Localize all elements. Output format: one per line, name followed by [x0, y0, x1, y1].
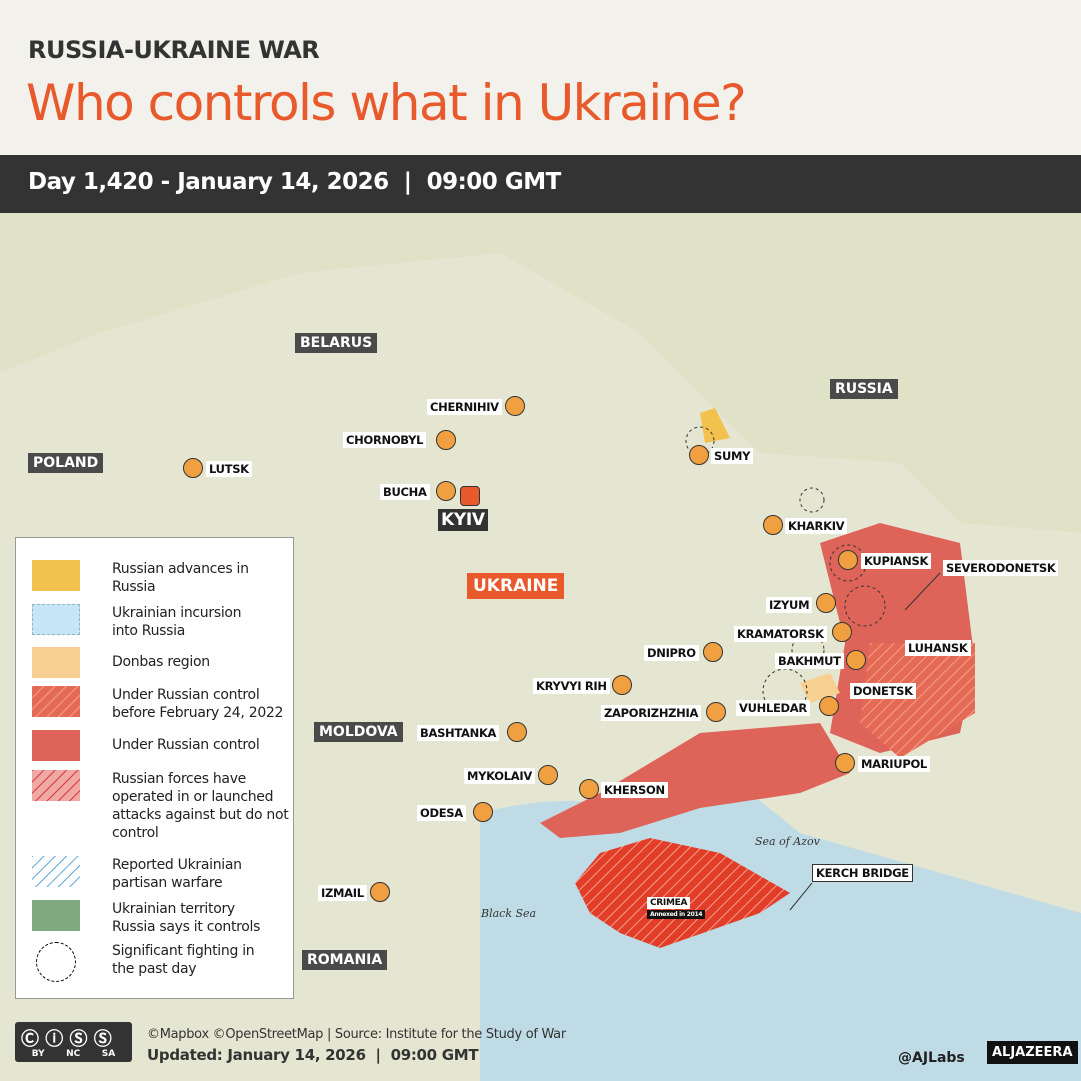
label-crimea: CRIMEA [647, 897, 691, 909]
city-dot[interactable] [473, 802, 493, 822]
label-ukraine: UKRAINE [467, 573, 565, 599]
swatch-fighting-circle [36, 942, 76, 982]
swatch-attacked [32, 770, 80, 801]
city-dot[interactable] [835, 753, 855, 773]
cc-icons: Ⓒ ⓘ Ⓢ Ⓢ [21, 1029, 112, 1050]
kyiv-capital-icon[interactable] [460, 486, 480, 506]
city-zaporizhzhia: ZAPORIZHZHIA [601, 705, 702, 721]
city-odesa: ODESA [417, 805, 466, 821]
legend-label: Donbas region [112, 654, 210, 670]
license-by: BY [31, 1049, 45, 1059]
city-dot[interactable] [706, 702, 726, 722]
city-dot[interactable] [183, 458, 203, 478]
legend-label: Russian forces have operated in or launc… [112, 771, 289, 841]
label-romania: ROMANIA [302, 950, 388, 970]
city-dot[interactable] [505, 396, 525, 416]
city-kryvyi-rih: KRYVYI RIH [533, 678, 610, 694]
pre-2022-control [860, 643, 975, 758]
header: RUSSIA-UKRAINE WAR Who controls what in … [0, 0, 1081, 155]
city-bakhmut: BAKHMUT [775, 653, 844, 669]
license-nc: NC [66, 1049, 81, 1059]
black-sea [480, 753, 1081, 1081]
city-lutsk: LUTSK [206, 461, 252, 477]
donbas-region [800, 673, 840, 703]
dateline: Day 1,420 - January 14, 2026 | 09:00 GMT [28, 169, 561, 195]
swatch-claimed [32, 900, 80, 931]
label-black-sea: Black Sea [481, 907, 537, 920]
handle: @AJLabs [898, 1050, 965, 1066]
legend: Russian advances in Russia Ukrainian inc… [15, 537, 294, 999]
legend-label: Ukrainian territory Russia says it contr… [112, 901, 261, 935]
swatch-russian-control [32, 730, 80, 761]
city-dot[interactable] [846, 650, 866, 670]
city-dot[interactable] [507, 722, 527, 742]
legend-label: Ukrainian incursion into Russia [112, 605, 242, 639]
label-russia: RUSSIA [830, 379, 898, 399]
kicker: RUSSIA-UKRAINE WAR [28, 36, 320, 64]
label-belarus: BELARUS [295, 333, 378, 353]
swatch-donbas [32, 647, 80, 678]
label-sea-of-azov: Sea of Azov [755, 835, 820, 848]
dateline-bar: Day 1,420 - January 14, 2026 | 09:00 GMT [0, 155, 1081, 213]
label-moldova: MOLDOVA [314, 722, 403, 742]
city-donetsk: DONETSK [850, 683, 916, 699]
updated: Updated: January 14, 2026 | 09:00 GMT [147, 1046, 479, 1064]
legend-label: Significant fighting in the past day [112, 943, 255, 977]
swatch-partisan [32, 856, 80, 887]
label-kerch-bridge: KERCH BRIDGE [812, 864, 913, 882]
city-dnipro: DNIPRO [644, 645, 699, 661]
city-kherson: KHERSON [601, 782, 668, 798]
city-dot[interactable] [579, 779, 599, 799]
city-dot[interactable] [370, 882, 390, 902]
kerch-leader [789, 882, 813, 911]
swatch-russian-advances [32, 560, 80, 591]
label-poland: POLAND [28, 453, 104, 473]
city-dot[interactable] [838, 550, 858, 570]
legend-label: Under Russian control [112, 737, 260, 753]
city-vuhledar: VUHLEDAR [736, 700, 810, 716]
swatch-pre-2022 [32, 686, 80, 717]
russian-control-south [540, 723, 850, 838]
city-dot[interactable] [538, 765, 558, 785]
city-dot[interactable] [763, 515, 783, 535]
sumy-advance [700, 408, 730, 443]
city-mariupol: MARIUPOL [858, 756, 930, 772]
city-severodonetsk: SEVERODONETSK [943, 560, 1059, 576]
page-title: Who controls what in Ukraine? [26, 74, 747, 132]
city-luhansk: LUHANSK [905, 640, 971, 656]
severodonetsk-leader [904, 572, 941, 611]
city-sumy: SUMY [711, 448, 754, 464]
city-izmail: IZMAIL [318, 885, 367, 901]
label-crimea-note: Annexed in 2014 [647, 910, 706, 919]
city-kyiv: KYIV [438, 509, 488, 531]
city-dot[interactable] [816, 593, 836, 613]
north-terrain [0, 213, 1081, 533]
city-kharkiv: KHARKIV [785, 518, 848, 534]
legend-label: Russian advances in Russia [112, 561, 249, 595]
city-dot[interactable] [436, 430, 456, 450]
city-dot[interactable] [436, 481, 456, 501]
credits: ©Mapbox ©OpenStreetMap | Source: Institu… [147, 1027, 566, 1042]
city-bucha: BUCHA [380, 484, 430, 500]
license-sa: SA [101, 1049, 116, 1059]
city-dot[interactable] [612, 675, 632, 695]
swatch-ukrainian-incursion [32, 604, 80, 635]
city-dot[interactable] [832, 622, 852, 642]
city-dot[interactable] [819, 696, 839, 716]
city-mykolaiv: MYKOLAIV [464, 768, 535, 784]
legend-label: Under Russian control before February 24… [112, 687, 284, 721]
legend-label: Reported Ukrainian partisan warfare [112, 857, 242, 891]
city-dot[interactable] [689, 445, 709, 465]
cc-license-badge: BY NC SA Ⓒ ⓘ Ⓢ Ⓢ [15, 1022, 132, 1062]
city-chornobyl: CHORNOBYL [343, 432, 427, 448]
city-chernihiv: CHERNIHIV [427, 399, 502, 415]
city-kramatorsk: KRAMATORSK [734, 626, 827, 642]
city-dot[interactable] [703, 642, 723, 662]
city-kupiansk: KUPIANSK [861, 553, 932, 569]
aljazeera-logo: ALJAZEERA [987, 1041, 1078, 1064]
city-izyum: IZYUM [766, 597, 813, 613]
city-bashtanka: BASHTANKA [417, 725, 500, 741]
crimea-territory [575, 838, 790, 948]
